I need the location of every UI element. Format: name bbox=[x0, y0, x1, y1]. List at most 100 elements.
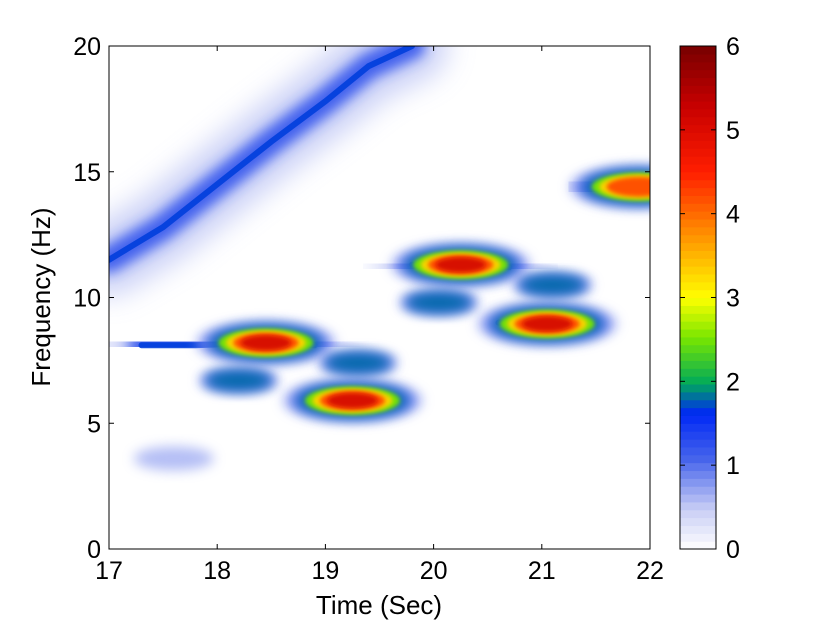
colorbar-segment bbox=[680, 53, 716, 63]
colorbar-tick-label: 4 bbox=[726, 201, 740, 229]
colorbar-segment bbox=[680, 525, 716, 534]
colorbar-segment bbox=[680, 226, 716, 236]
colorbar-segment bbox=[680, 266, 716, 275]
x-tick-label: 18 bbox=[203, 557, 231, 585]
colorbar-segment bbox=[680, 258, 716, 267]
colorbar-segment bbox=[680, 415, 716, 424]
colorbar-segment bbox=[680, 391, 716, 401]
colorbar-tick-label: 6 bbox=[726, 33, 740, 61]
hotspot bbox=[282, 379, 423, 422]
x-tick-label: 21 bbox=[528, 557, 556, 585]
colorbar-segment bbox=[680, 446, 716, 456]
colorbar-segment bbox=[680, 132, 716, 141]
colorbar-segment bbox=[680, 509, 716, 519]
colorbar bbox=[680, 46, 716, 550]
colorbar-segment bbox=[680, 218, 716, 228]
colorbar-segment bbox=[680, 423, 716, 432]
colorbar-tick-label: 5 bbox=[726, 117, 740, 145]
colorbar-segment bbox=[680, 336, 716, 346]
colorbar-segment bbox=[680, 289, 716, 299]
colorbar-segment bbox=[680, 360, 716, 369]
colorbar-tick-label: 3 bbox=[726, 285, 740, 313]
colorbar-segment bbox=[680, 297, 716, 306]
colorbar-segment bbox=[680, 179, 716, 189]
colorbar-segment bbox=[680, 486, 716, 495]
y-tick-label: 10 bbox=[73, 285, 101, 313]
hotspot bbox=[195, 321, 336, 364]
y-tick-label: 5 bbox=[87, 410, 101, 438]
colorbar-segment bbox=[680, 431, 716, 440]
colorbar-segment bbox=[680, 148, 716, 157]
x-tick-label: 22 bbox=[636, 557, 664, 585]
hotspot bbox=[390, 243, 531, 286]
colorbar-segment bbox=[680, 171, 716, 181]
colorbar-segment bbox=[680, 101, 716, 110]
colorbar-tick-label: 2 bbox=[726, 368, 740, 396]
colorbar-segment bbox=[680, 438, 716, 448]
colorbar-segment bbox=[680, 376, 716, 385]
colorbar-segment bbox=[680, 517, 716, 527]
y-axis: 0 5 10 15 20 bbox=[73, 33, 650, 564]
colorbar-segment bbox=[680, 305, 716, 314]
ridge-core bbox=[109, 46, 415, 263]
colorbar-segment bbox=[680, 211, 716, 220]
colorbar-segment bbox=[680, 242, 716, 251]
colorbar-segment bbox=[680, 93, 716, 102]
hotspot bbox=[569, 165, 650, 208]
colorbar-segment bbox=[680, 108, 716, 118]
y-tick-label: 15 bbox=[73, 159, 101, 187]
x-axis-label: Time (Sec) bbox=[316, 590, 442, 620]
x-tick-label: 19 bbox=[311, 557, 339, 585]
colorbar-segment bbox=[680, 478, 716, 487]
colorbar-segment bbox=[680, 501, 716, 511]
hotspot bbox=[512, 272, 593, 297]
colorbar-segment bbox=[680, 273, 716, 283]
colorbar-segment bbox=[680, 140, 716, 149]
hotspot bbox=[399, 290, 479, 315]
colorbar-segment bbox=[680, 313, 716, 322]
colorbar-segment bbox=[680, 163, 716, 173]
colorbar-ticks: 0 1 2 3 4 5 6 bbox=[680, 33, 740, 564]
colorbar-segment bbox=[680, 195, 716, 204]
colorbar-segment bbox=[680, 187, 716, 196]
colorbar-segment bbox=[680, 46, 716, 55]
heatmap-layer bbox=[109, 46, 650, 471]
hotspot bbox=[317, 350, 398, 375]
colorbar-segment bbox=[680, 533, 716, 542]
colorbar-segment bbox=[680, 344, 716, 354]
colorbar-segment bbox=[680, 234, 716, 244]
y-tick-label: 0 bbox=[87, 536, 101, 564]
y-axis-label: Frequency (Hz) bbox=[26, 207, 56, 386]
colorbar-segment bbox=[680, 321, 716, 330]
colorbar-segment bbox=[680, 454, 716, 464]
colorbar-segment bbox=[680, 383, 716, 393]
colorbar-tick-label: 1 bbox=[726, 452, 740, 480]
colorbar-segment bbox=[680, 61, 716, 71]
colorbar-segment bbox=[680, 281, 716, 291]
colorbar-segment bbox=[680, 462, 716, 472]
colorbar-segment bbox=[680, 250, 716, 259]
colorbar-segment bbox=[680, 493, 716, 503]
colorbar-segment bbox=[680, 77, 716, 86]
colorbar-segment bbox=[680, 328, 716, 338]
colorbar-segment bbox=[680, 368, 716, 377]
hotspot bbox=[133, 446, 214, 471]
x-tick-label: 20 bbox=[420, 557, 448, 585]
colorbar-segment bbox=[680, 470, 716, 479]
colorbar-tick-label: 0 bbox=[726, 536, 740, 564]
colorbar-segment bbox=[680, 69, 716, 79]
y-tick-label: 20 bbox=[73, 33, 101, 61]
colorbar-segment bbox=[680, 203, 716, 212]
colorbar-segment bbox=[680, 352, 716, 361]
colorbar-segment bbox=[680, 407, 716, 416]
colorbar-segment bbox=[680, 116, 716, 126]
colorbar-segment bbox=[680, 399, 716, 409]
colorbar-segment bbox=[680, 124, 716, 134]
x-axis: 17 18 19 20 21 22 bbox=[95, 46, 664, 585]
colorbar-segment bbox=[680, 85, 716, 94]
x-tick-label: 17 bbox=[95, 557, 123, 585]
colorbar-segment bbox=[680, 541, 716, 550]
hotspot bbox=[477, 302, 618, 345]
colorbar-segment bbox=[680, 156, 716, 165]
